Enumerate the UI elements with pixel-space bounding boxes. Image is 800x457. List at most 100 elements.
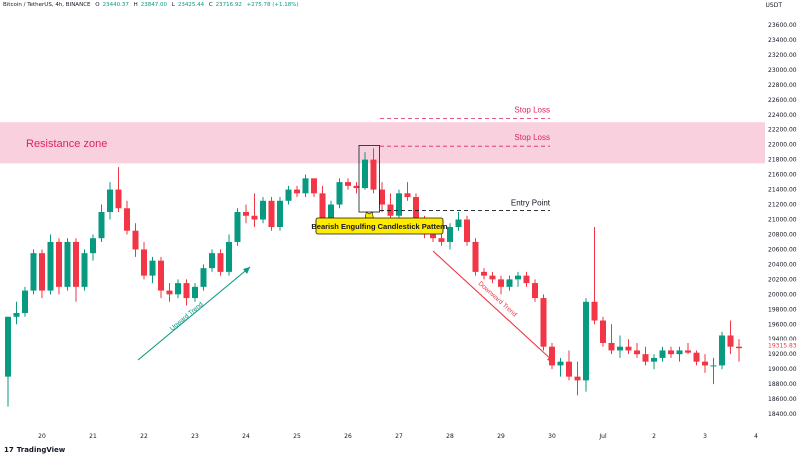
candle-body <box>413 197 419 220</box>
candle-body <box>668 350 674 355</box>
time-tick-label: 22 <box>140 433 148 440</box>
candle-body <box>591 301 598 321</box>
candle-body <box>268 200 275 227</box>
price-tick-label: 22600.00 <box>768 97 797 104</box>
candle-body <box>328 204 334 220</box>
price-tick-label: 18400.00 <box>768 411 797 418</box>
price-tick-label: 23600.00 <box>768 22 797 29</box>
high-value: 23847.00 <box>140 2 167 8</box>
candle-body <box>158 260 164 291</box>
candle-body <box>693 352 700 362</box>
stop-loss-label-2: Stop Loss <box>514 133 550 142</box>
price-tick-label: 21600.00 <box>768 172 797 179</box>
candle-body <box>498 279 504 287</box>
candle-body <box>302 178 309 194</box>
price-tick-label: 21800.00 <box>768 157 797 164</box>
candle-body <box>362 159 368 189</box>
price-tick-label: 22200.00 <box>768 127 797 134</box>
candle-body <box>676 350 683 355</box>
brand-name: TradingView <box>16 446 66 454</box>
candle-body <box>719 335 725 366</box>
candle-body <box>336 182 343 205</box>
candle-body <box>642 354 649 362</box>
last-price-label: 19315.83 <box>768 343 797 350</box>
candle-body <box>379 189 385 205</box>
candle-body <box>107 189 113 213</box>
candle-body <box>472 241 479 272</box>
open-value: 23440.37 <box>102 2 129 8</box>
callout-pointer <box>364 211 374 219</box>
time-tick-label: 23 <box>191 433 199 440</box>
candle-body <box>98 212 105 239</box>
price-tick-label: 20600.00 <box>768 246 797 253</box>
candle-body <box>22 290 28 314</box>
candle-body <box>13 313 20 317</box>
high-label: H <box>133 2 138 8</box>
time-tick-label: 30 <box>548 433 556 440</box>
price-tick-label: 18800.00 <box>768 381 797 388</box>
candle-body <box>47 241 54 291</box>
candle-body <box>277 200 283 227</box>
candle-body <box>5 316 11 377</box>
price-tick-label: 21000.00 <box>768 217 797 224</box>
candle-body <box>608 342 615 351</box>
time-tick-label: 28 <box>446 433 454 440</box>
candle-body <box>736 346 742 349</box>
price-tick-label: 19000.00 <box>768 366 797 373</box>
candle-body <box>132 230 139 250</box>
price-tick-label: 22400.00 <box>768 112 797 119</box>
time-tick-label: 27 <box>395 433 403 440</box>
time-tick-label: 4 <box>754 433 758 440</box>
candle-body <box>319 193 326 220</box>
candle-body <box>532 283 538 299</box>
price-tick-label: 20000.00 <box>768 291 797 298</box>
candle-body <box>217 253 224 272</box>
candle-body <box>489 275 496 280</box>
symbol-title: Bitcoin / TetherUS, 4h, BINANCE <box>3 2 91 8</box>
candle-body <box>566 361 572 377</box>
candle-body <box>557 361 564 366</box>
price-tick-label: 20200.00 <box>768 276 797 283</box>
open-label: O <box>95 2 100 8</box>
candle-body <box>702 361 708 366</box>
candle-body <box>600 320 606 343</box>
candle-body <box>311 178 317 194</box>
candle-body <box>285 189 292 201</box>
candle-body <box>30 253 37 291</box>
downward-trend-arrowhead <box>547 355 554 362</box>
candle-body <box>149 260 156 276</box>
candle-body <box>353 185 360 189</box>
candle-body <box>175 283 181 295</box>
price-tick-label: 19200.00 <box>768 351 797 358</box>
last-price-badge <box>766 340 800 351</box>
candle-body <box>56 241 62 287</box>
time-tick-label: 3 <box>703 433 707 440</box>
candle-body <box>404 193 411 198</box>
resistance-zone <box>0 122 765 164</box>
candle-body <box>192 286 198 299</box>
close-value: 23716.92 <box>215 2 242 8</box>
candle-body <box>115 189 122 209</box>
candle-body <box>73 241 79 287</box>
candle-body <box>260 200 266 220</box>
candle-body <box>540 298 547 347</box>
candle-body <box>727 335 734 347</box>
candle-body <box>345 182 351 186</box>
candle-body <box>574 376 581 381</box>
candle-body <box>481 271 487 276</box>
candle-body <box>447 226 453 242</box>
price-tick-label: 19600.00 <box>768 321 797 328</box>
pattern-highlight-box <box>358 145 380 213</box>
price-tick-label: 18600.00 <box>768 396 797 403</box>
upward-trend-arrowhead <box>243 267 250 274</box>
candle-body <box>124 208 130 231</box>
callout-label: Bearish Engulfing Candlestick Pattern <box>311 222 448 231</box>
candle-body <box>141 249 147 276</box>
price-tick-label: 21400.00 <box>768 187 797 194</box>
callout-box <box>315 217 444 235</box>
candle-body <box>234 212 241 242</box>
candle-body <box>464 219 470 242</box>
price-tick-label: 22000.00 <box>768 142 797 149</box>
time-tick-label: 21 <box>89 433 97 440</box>
